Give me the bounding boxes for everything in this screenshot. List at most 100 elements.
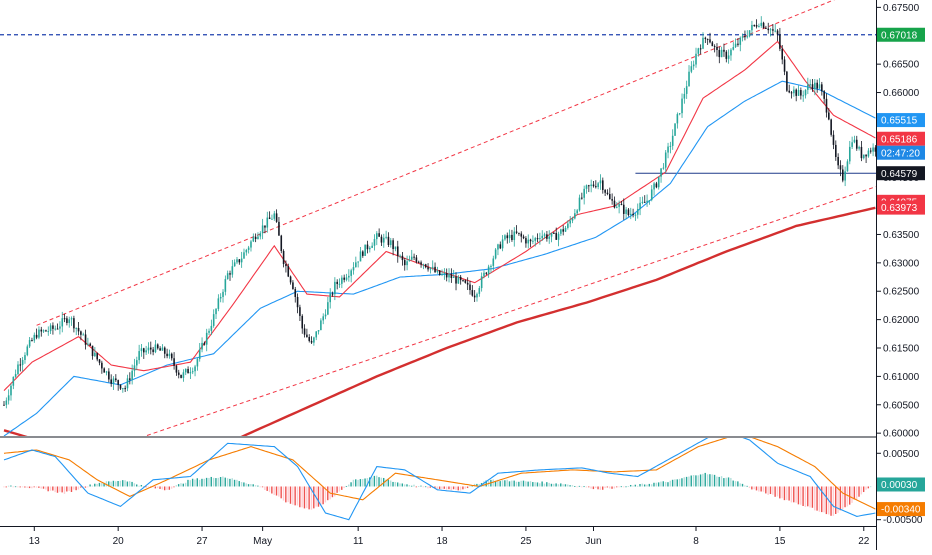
macd-histogram-bar (213, 478, 214, 487)
price-tick-label: 0.62500 (883, 287, 920, 298)
candle-body (691, 66, 693, 71)
macd-histogram-bar (712, 474, 713, 486)
candle-body (269, 218, 271, 219)
candle-body (374, 239, 376, 246)
candle-body (476, 294, 478, 298)
candle-body (837, 157, 839, 165)
candle-body (136, 360, 138, 365)
macd-histogram-bar (169, 486, 170, 489)
macd-histogram-bar (467, 486, 468, 488)
macd-histogram-bar (423, 486, 424, 487)
macd-histogram-bar (751, 486, 752, 489)
macd-histogram-bar (159, 486, 160, 488)
macd-histogram-bar (493, 479, 494, 486)
macd-histogram-bar (64, 486, 65, 493)
candle-body (525, 238, 527, 243)
macd-histogram-bar (681, 478, 682, 486)
macd-histogram-bar (285, 486, 286, 502)
candle-body (788, 91, 790, 93)
macd-histogram-bar (441, 486, 442, 488)
macd-histogram-bar (71, 486, 72, 491)
macd-histogram-bar (36, 486, 37, 487)
price-tick-label: 0.63500 (883, 230, 920, 241)
candle-body (236, 259, 238, 262)
candle-body (607, 193, 609, 194)
price-tick-label: 0.60500 (883, 400, 920, 411)
candle-body (728, 55, 730, 58)
candle-body (698, 48, 700, 53)
candle-body (623, 205, 625, 214)
macd-histogram-bar (835, 486, 836, 514)
candle-body (502, 239, 504, 248)
macd-histogram-bar (80, 486, 81, 487)
macd-histogram-bar (530, 481, 531, 486)
macd-histogram-bar (420, 486, 421, 487)
macd-histogram-bar (322, 486, 323, 504)
candle-body (129, 378, 131, 379)
candle-body (75, 328, 77, 329)
candle-body (506, 235, 508, 238)
macd-histogram-bar (94, 484, 95, 487)
candle-body (334, 282, 336, 294)
macd-histogram-bar (171, 486, 172, 488)
candle-body (120, 385, 122, 389)
candle-body (78, 328, 80, 331)
candle-body (763, 23, 765, 28)
candle-body (425, 264, 427, 267)
price-tick-label: 0.61500 (883, 344, 920, 355)
time-tick-label: 13 (29, 536, 41, 547)
candle-body (416, 257, 418, 261)
macd-histogram-bar (334, 486, 335, 496)
macd-histogram-bar (625, 486, 626, 487)
candle-body (59, 326, 61, 328)
candle-body (555, 233, 557, 240)
candle-body (527, 240, 529, 244)
macd-histogram-bar (616, 486, 617, 487)
candle-body (313, 337, 315, 342)
time-tick-label: 25 (520, 536, 532, 547)
candle-body (448, 274, 450, 277)
candle-body (579, 198, 581, 211)
candle-body (865, 155, 867, 157)
candle-body (504, 235, 506, 239)
macd-histogram-bar (260, 486, 261, 487)
macd-histogram-bar (798, 486, 799, 504)
candle-body (488, 267, 490, 274)
candle-body (404, 260, 406, 265)
candle-body (583, 189, 585, 198)
price-tick-label: 0.66000 (883, 88, 920, 99)
macd-histogram-bar (176, 485, 177, 486)
macd-histogram-bar (656, 483, 657, 487)
candle-body (479, 288, 481, 294)
macd-histogram-bar (197, 478, 198, 486)
candle-body (131, 371, 133, 380)
macd-badge-label: 0.00030 (881, 480, 918, 491)
candle-body (183, 372, 185, 378)
candle-body (462, 280, 464, 281)
macd-histogram-bar (294, 486, 295, 505)
candle-body (299, 307, 301, 316)
candle-body (730, 50, 732, 56)
candle-body (273, 213, 275, 218)
macd-histogram-bar (600, 486, 601, 489)
candle-body (807, 84, 809, 89)
candle-body (308, 337, 310, 341)
candle-body (439, 270, 441, 274)
candle-body (495, 250, 497, 259)
time-tick-label: 8 (693, 536, 699, 547)
macd-histogram-bar (31, 486, 32, 488)
macd-histogram-bar (572, 485, 573, 486)
candle-body (409, 260, 411, 262)
macd-histogram-bar (271, 486, 272, 493)
macd-tick-label: 0.00500 (883, 449, 920, 460)
macd-histogram-bar (392, 482, 393, 487)
macd-histogram-bar (155, 486, 156, 488)
candle-body (57, 329, 59, 330)
candle-body (849, 147, 851, 161)
macd-histogram-bar (397, 482, 398, 486)
macd-histogram-bar (148, 486, 149, 487)
macd-histogram-bar (411, 486, 412, 487)
macd-histogram-bar (700, 474, 701, 486)
candle-body (712, 42, 714, 46)
